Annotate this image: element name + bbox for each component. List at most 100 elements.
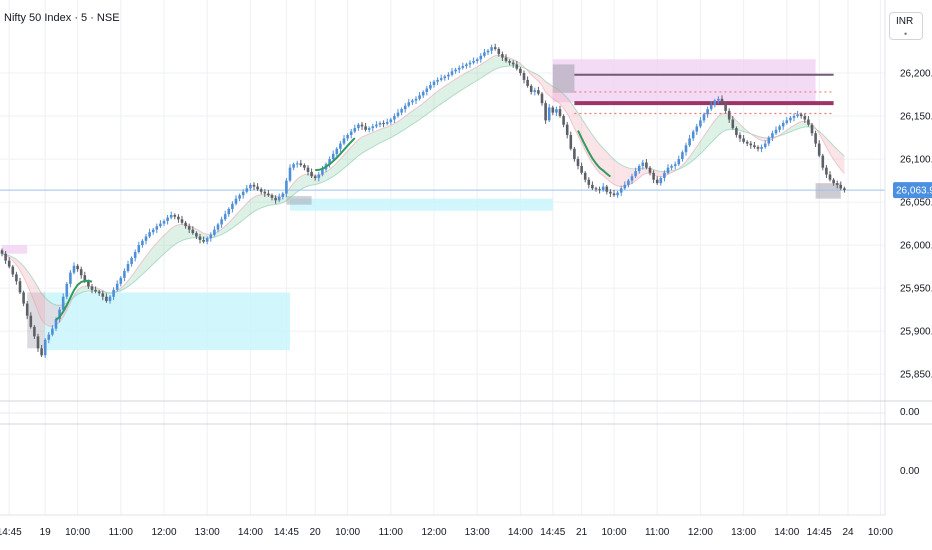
candle-body[interactable] bbox=[529, 85, 533, 92]
candle-body[interactable] bbox=[821, 155, 825, 168]
candle-body[interactable] bbox=[439, 78, 443, 80]
candle-body[interactable] bbox=[101, 293, 105, 297]
candle-body[interactable] bbox=[137, 245, 141, 252]
candle-body[interactable] bbox=[447, 74, 450, 77]
candle-body[interactable] bbox=[205, 238, 209, 242]
candle-body[interactable] bbox=[796, 114, 799, 117]
candle-body[interactable] bbox=[706, 109, 709, 115]
candle-body[interactable] bbox=[299, 163, 303, 166]
candle-body[interactable] bbox=[591, 184, 594, 189]
candle-body[interactable] bbox=[108, 296, 112, 302]
candle-body[interactable] bbox=[763, 143, 767, 148]
candle-body[interactable] bbox=[655, 179, 659, 184]
candle-body[interactable] bbox=[360, 124, 364, 127]
candle-body[interactable] bbox=[497, 48, 501, 55]
candle-body[interactable] bbox=[515, 64, 519, 69]
candle-body[interactable] bbox=[807, 119, 810, 125]
candle-body[interactable] bbox=[832, 179, 835, 184]
candle-body[interactable] bbox=[490, 47, 493, 51]
candle-body[interactable] bbox=[843, 188, 846, 191]
candle-body[interactable] bbox=[303, 165, 306, 168]
candle-body[interactable] bbox=[465, 64, 468, 67]
candle-body[interactable] bbox=[83, 275, 87, 282]
candle-body[interactable] bbox=[817, 143, 821, 156]
candle-body[interactable] bbox=[727, 110, 731, 120]
candle-body[interactable] bbox=[274, 197, 277, 201]
candle-body[interactable] bbox=[425, 88, 429, 92]
candle-body[interactable] bbox=[331, 153, 335, 160]
candle-body[interactable] bbox=[346, 134, 349, 139]
candle-body[interactable] bbox=[234, 198, 238, 204]
candle-body[interactable] bbox=[616, 192, 619, 196]
candle-body[interactable] bbox=[317, 174, 321, 178]
candle-body[interactable] bbox=[256, 186, 259, 190]
candle-body[interactable] bbox=[789, 117, 792, 121]
candle-body[interactable] bbox=[576, 159, 580, 166]
candle-body[interactable] bbox=[0, 250, 4, 254]
candle-body[interactable] bbox=[702, 114, 706, 121]
candle-body[interactable] bbox=[713, 100, 717, 105]
candle-body[interactable] bbox=[493, 47, 497, 49]
candle-body[interactable] bbox=[573, 148, 576, 160]
candle-body[interactable] bbox=[519, 68, 522, 74]
candle-body[interactable] bbox=[414, 98, 418, 101]
candle-body[interactable] bbox=[97, 291, 101, 294]
candle-body[interactable] bbox=[277, 196, 281, 201]
candle-body[interactable] bbox=[231, 203, 234, 209]
candle-body[interactable] bbox=[443, 76, 447, 79]
candle-body[interactable] bbox=[724, 103, 727, 111]
candle-body[interactable] bbox=[306, 167, 310, 172]
candle-body[interactable] bbox=[537, 90, 540, 94]
candle-body[interactable] bbox=[22, 292, 25, 304]
candle-body[interactable] bbox=[709, 104, 713, 110]
candle-body[interactable] bbox=[79, 269, 83, 276]
candle-body[interactable] bbox=[454, 69, 457, 72]
candle-body[interactable] bbox=[7, 260, 11, 267]
candle-body[interactable] bbox=[198, 236, 202, 240]
candle-body[interactable] bbox=[36, 336, 40, 349]
candle-body[interactable] bbox=[825, 167, 828, 175]
candle-body[interactable] bbox=[659, 178, 663, 184]
candle-body[interactable] bbox=[364, 126, 367, 130]
candle-body[interactable] bbox=[753, 145, 756, 148]
candle-body[interactable] bbox=[681, 152, 684, 160]
candle-body[interactable] bbox=[781, 122, 785, 127]
candle-body[interactable] bbox=[663, 172, 666, 178]
candle-body[interactable] bbox=[648, 167, 652, 173]
candle-body[interactable] bbox=[328, 159, 331, 165]
price-axis[interactable]: 26,200.0026,150.0026,100.0026,050.0026,0… bbox=[884, 0, 932, 515]
candle-body[interactable] bbox=[357, 124, 360, 129]
candle-body[interactable] bbox=[486, 50, 490, 53]
candle-body[interactable] bbox=[504, 57, 508, 61]
candle-body[interactable] bbox=[141, 240, 144, 246]
candle-body[interactable] bbox=[699, 120, 702, 127]
candle-body[interactable] bbox=[400, 109, 403, 113]
candle-body[interactable] bbox=[393, 116, 396, 120]
candle-body[interactable] bbox=[630, 176, 634, 181]
candle-body[interactable] bbox=[418, 95, 421, 99]
candle-body[interactable] bbox=[72, 265, 76, 273]
candle-body[interactable] bbox=[169, 215, 173, 218]
candle-body[interactable] bbox=[767, 137, 771, 144]
candle-body[interactable] bbox=[119, 277, 123, 284]
candle-body[interactable] bbox=[411, 100, 414, 103]
candle-body[interactable] bbox=[371, 126, 375, 129]
candle-body[interactable] bbox=[267, 193, 270, 196]
candle-body[interactable] bbox=[429, 85, 432, 89]
candle-body[interactable] bbox=[130, 258, 133, 265]
candle-body[interactable] bbox=[213, 229, 216, 235]
candle-body[interactable] bbox=[735, 128, 738, 135]
candle-body[interactable] bbox=[285, 180, 288, 194]
candle-body[interactable] bbox=[403, 105, 407, 110]
candle-body[interactable] bbox=[407, 102, 411, 106]
candle-body[interactable] bbox=[180, 219, 184, 223]
candle-body[interactable] bbox=[112, 289, 115, 297]
candle-body[interactable] bbox=[803, 116, 807, 120]
candle-body[interactable] bbox=[501, 54, 504, 58]
candle-body[interactable] bbox=[555, 109, 558, 113]
currency-button[interactable]: INR • bbox=[889, 12, 923, 40]
candle-body[interactable] bbox=[54, 319, 58, 329]
candle-body[interactable] bbox=[155, 226, 159, 230]
candle-body[interactable] bbox=[51, 328, 54, 335]
candle-body[interactable] bbox=[627, 180, 630, 185]
